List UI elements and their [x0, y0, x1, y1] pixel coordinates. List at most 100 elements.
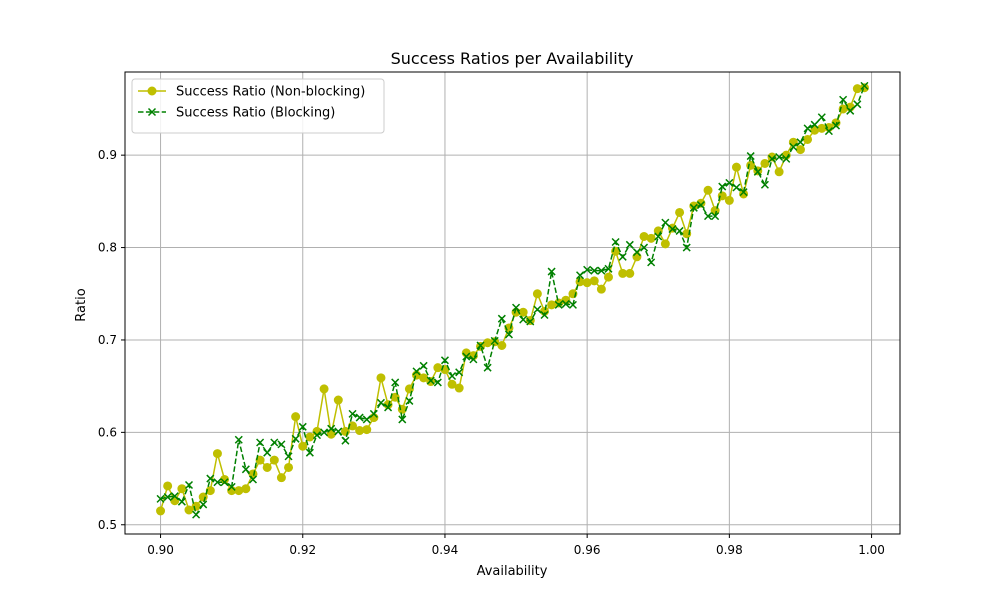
x-axis-label: Availability — [477, 564, 548, 579]
data-point — [419, 361, 428, 370]
series-blocking — [156, 81, 869, 519]
data-point — [625, 268, 635, 278]
data-point — [234, 435, 243, 444]
data-point — [376, 398, 385, 407]
data-point — [341, 436, 350, 445]
data-point — [327, 424, 336, 433]
data-point — [760, 180, 769, 189]
x-tick-label: 0.94 — [432, 543, 459, 557]
data-point — [220, 478, 229, 487]
data-point — [583, 265, 592, 274]
data-point — [561, 299, 570, 308]
data-point — [490, 336, 499, 345]
data-point — [618, 252, 627, 261]
data-point — [476, 341, 485, 350]
data-point — [298, 441, 308, 451]
y-axis-ticks: 0.5 0.6 0.7 0.8 0.9 — [98, 148, 125, 532]
data-point — [447, 379, 457, 389]
y-tick-label: 0.6 — [98, 425, 117, 439]
data-point — [319, 384, 329, 394]
data-point — [333, 395, 343, 405]
data-point — [355, 413, 364, 422]
data-point — [305, 448, 314, 457]
data-point — [170, 492, 179, 501]
data-point — [433, 378, 442, 387]
data-point — [469, 355, 478, 364]
data-point — [810, 120, 819, 129]
x-tick-label: 0.96 — [574, 543, 601, 557]
data-point — [497, 341, 507, 351]
data-point — [668, 225, 677, 234]
data-point — [654, 232, 663, 241]
data-point — [625, 240, 634, 249]
series-layer — [156, 81, 869, 519]
data-point — [597, 266, 606, 275]
data-point — [817, 113, 826, 122]
data-point — [689, 203, 698, 212]
data-point — [455, 368, 464, 377]
data-point — [803, 124, 812, 133]
data-point — [589, 276, 599, 286]
data-point — [675, 207, 685, 217]
data-point — [604, 264, 613, 273]
data-point — [775, 152, 784, 162]
legend-entry: Success Ratio (Non-blocking) — [138, 85, 365, 100]
series-line — [160, 85, 866, 517]
data-point — [519, 315, 528, 324]
data-point — [718, 182, 727, 191]
data-point — [163, 481, 173, 491]
data-point — [163, 493, 172, 502]
data-point — [603, 272, 613, 282]
data-point — [212, 449, 222, 459]
data-point — [554, 300, 563, 309]
legend-label: Success Ratio (Non-blocking) — [176, 85, 365, 100]
legend-label: Success Ratio (Blocking) — [176, 106, 335, 121]
data-point — [384, 403, 393, 412]
data-point — [284, 452, 293, 461]
data-point — [248, 475, 258, 484]
data-point — [156, 494, 165, 503]
data-point — [177, 484, 187, 494]
data-point — [504, 330, 513, 339]
data-point — [362, 425, 372, 435]
data-point — [803, 134, 813, 144]
data-point — [789, 142, 798, 151]
data-point — [846, 106, 855, 115]
x-tick-label: 1.00 — [858, 543, 885, 557]
data-point — [839, 95, 848, 104]
data-point — [426, 376, 435, 385]
y-tick-label: 0.5 — [98, 518, 117, 532]
y-axis-label: Ratio — [74, 288, 89, 321]
data-point — [660, 239, 670, 249]
data-point — [448, 371, 457, 381]
data-point — [640, 243, 649, 252]
x-tick-label: 0.92 — [289, 543, 316, 557]
legend: Success Ratio (Non-blocking) Success Rati… — [131, 78, 385, 134]
data-point — [270, 438, 279, 447]
data-point — [682, 243, 691, 252]
data-point — [256, 438, 265, 447]
data-point — [184, 480, 194, 490]
data-point — [405, 396, 414, 405]
data-point — [177, 497, 186, 506]
data-point — [291, 434, 300, 443]
data-point — [241, 465, 250, 474]
data-point — [227, 482, 236, 491]
data-point — [590, 266, 599, 275]
data-point — [576, 271, 585, 280]
data-point — [824, 127, 833, 136]
data-point — [526, 317, 535, 326]
legend-marker — [147, 107, 157, 117]
data-point — [206, 474, 215, 483]
data-point — [334, 427, 343, 436]
data-point — [568, 300, 577, 309]
data-point — [532, 289, 542, 299]
data-point — [391, 378, 400, 387]
data-point — [348, 409, 357, 418]
data-point — [774, 167, 784, 177]
data-point — [298, 422, 307, 431]
data-point — [796, 138, 805, 147]
data-point — [213, 478, 222, 487]
data-point — [675, 226, 684, 235]
